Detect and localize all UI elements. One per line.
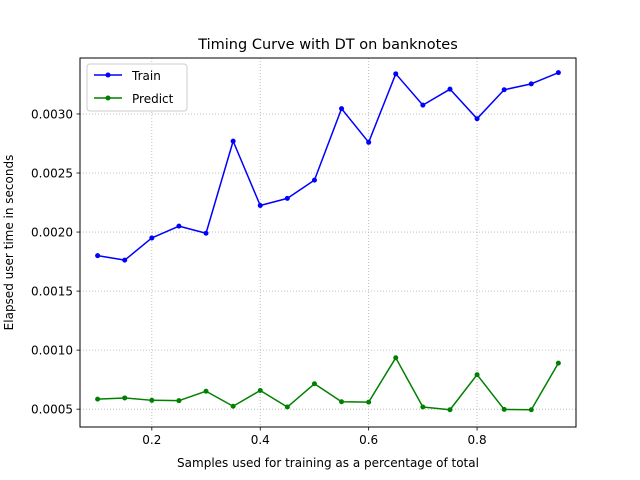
legend-train-label: Train bbox=[131, 69, 161, 83]
train-data-point bbox=[311, 177, 317, 183]
train-data-point bbox=[447, 86, 453, 92]
plot-frame bbox=[79, 57, 577, 428]
x-tick-label: 0.6 bbox=[359, 433, 378, 447]
x-tick-label: 0.4 bbox=[251, 433, 270, 447]
train-data-point bbox=[176, 223, 182, 229]
predict-data-point bbox=[149, 397, 155, 403]
predict-data-point bbox=[393, 355, 399, 361]
predict-data-point bbox=[230, 403, 236, 409]
predict-data-point bbox=[257, 388, 263, 394]
train-data-point bbox=[474, 116, 480, 122]
legend-predict-label: Predict bbox=[132, 92, 174, 106]
predict-data-point bbox=[311, 381, 317, 387]
legend: Train Predict bbox=[86, 63, 188, 112]
train-data-point bbox=[257, 202, 263, 208]
train-data-point bbox=[339, 106, 345, 112]
predict-data-point bbox=[176, 398, 182, 404]
train-data-point bbox=[122, 257, 128, 263]
predict-data-point bbox=[203, 388, 209, 394]
y-axis-title: Elapsed user time in seconds bbox=[2, 155, 16, 331]
y-tick-label: 0.0010 bbox=[31, 344, 73, 358]
predict-data-point bbox=[555, 360, 561, 366]
legend-predict-marker bbox=[105, 95, 111, 101]
train-data-point bbox=[203, 230, 209, 236]
predict-series-line bbox=[97, 357, 560, 411]
ticks: 0.2 0.4 0.6 0.8 0.0005 0.0010 0.0015 0.0020 0.00… bbox=[31, 107, 487, 447]
predict-data-point bbox=[501, 406, 507, 412]
train-series-line bbox=[97, 71, 559, 261]
predict-data-point bbox=[339, 399, 345, 405]
train-data-point bbox=[501, 87, 507, 93]
y-tick-label: 0.0025 bbox=[31, 167, 73, 181]
train-data-point bbox=[393, 71, 399, 77]
y-tick-label: 0.0015 bbox=[31, 285, 73, 299]
x-tick-label: 0.8 bbox=[468, 433, 487, 447]
y-tick-label: 0.0005 bbox=[31, 403, 73, 417]
legend-train-marker bbox=[105, 72, 111, 78]
y-tick-label: 0.0020 bbox=[31, 226, 73, 240]
predict-data-point bbox=[284, 404, 290, 410]
train-data-point bbox=[149, 235, 155, 241]
predict-data-point bbox=[122, 395, 128, 401]
train-data-point bbox=[230, 138, 236, 144]
predict-data-point bbox=[528, 407, 534, 413]
predict-data-point bbox=[366, 399, 372, 405]
train-data-point bbox=[284, 195, 290, 201]
x-axis-title: Samples used for training as a percentag… bbox=[177, 456, 479, 470]
x-tick-label: 0.2 bbox=[142, 433, 161, 447]
predict-data-point bbox=[95, 396, 101, 402]
train-data-point bbox=[420, 102, 426, 108]
predict-data-point bbox=[474, 372, 480, 378]
train-data-point bbox=[528, 81, 534, 87]
train-data-point bbox=[366, 139, 372, 145]
series-layer bbox=[95, 70, 561, 413]
train-data-point bbox=[555, 70, 561, 76]
train-data-point bbox=[95, 253, 101, 259]
chart-title: Timing Curve with DT on banknotes bbox=[197, 37, 458, 53]
predict-data-point bbox=[447, 407, 453, 413]
predict-data-point bbox=[420, 404, 426, 410]
y-tick-label: 0.0030 bbox=[31, 107, 73, 121]
